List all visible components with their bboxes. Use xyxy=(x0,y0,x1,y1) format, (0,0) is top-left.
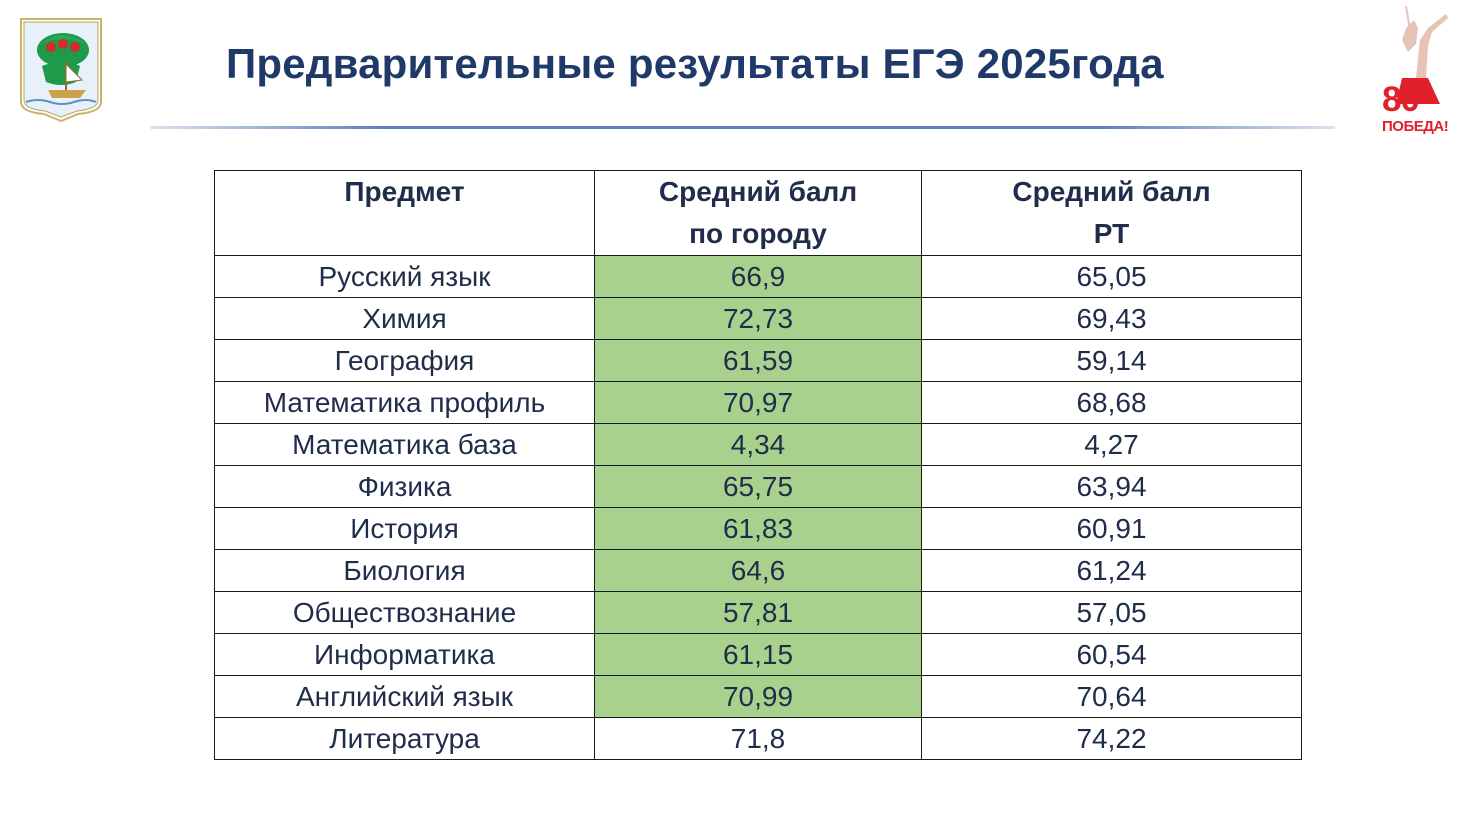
rt-average-cell: 70,64 xyxy=(921,675,1302,718)
city-average-cell: 65,75 xyxy=(594,465,922,508)
subject-cell: Информатика xyxy=(214,633,595,676)
rt-average-cell: 69,43 xyxy=(921,297,1302,340)
rt-average-cell: 60,91 xyxy=(921,507,1302,550)
rt-average-cell: 57,05 xyxy=(921,591,1302,634)
subject-cell: Математика профиль xyxy=(214,381,595,424)
column-header-line: Средний балл xyxy=(1012,176,1211,207)
results-table-body: Русский язык 66,9 65,05 Химия 72,73 69,43 Геог… xyxy=(214,255,1302,760)
subject-cell: Химия xyxy=(214,297,595,340)
table-row: Математика база 4,34 4,27 xyxy=(214,423,1302,466)
title-divider xyxy=(150,126,1335,129)
subject-cell: Русский язык xyxy=(214,255,595,298)
column-header-line: Средний балл xyxy=(658,176,858,207)
city-average-cell: 61,59 xyxy=(594,339,922,382)
city-average-cell: 70,97 xyxy=(594,381,922,424)
city-coat-of-arms-icon xyxy=(20,18,102,122)
subject-cell: География xyxy=(214,339,595,382)
rt-average-cell: 63,94 xyxy=(921,465,1302,508)
badge-word: ПОБЕДА! xyxy=(1382,118,1449,135)
column-header-line: Предмет xyxy=(344,176,465,207)
city-average-cell: 70,99 xyxy=(594,675,922,718)
page-title: Предварительные результаты ЕГЭ 2025года xyxy=(226,40,1164,87)
subject-cell: Обществознание xyxy=(214,591,595,634)
table-row: История 61,83 60,91 xyxy=(214,507,1302,550)
city-average-cell: 64,6 xyxy=(594,549,922,592)
badge-number: 80 xyxy=(1382,80,1420,119)
subject-cell: Математика база xyxy=(214,423,595,466)
column-header-city-average: Средний балл по городу xyxy=(594,170,922,256)
table-row: География 61,59 59,14 xyxy=(214,339,1302,382)
table-row: Химия 72,73 69,43 xyxy=(214,297,1302,340)
victory-80-badge-icon xyxy=(1396,5,1448,104)
rt-average-cell: 65,05 xyxy=(921,255,1302,298)
subject-cell: Физика xyxy=(214,465,595,508)
column-header-subject: Предмет xyxy=(214,170,595,256)
subject-cell: Биология xyxy=(214,549,595,592)
table-row: Информатика 61,15 60,54 xyxy=(214,633,1302,676)
city-average-cell: 72,73 xyxy=(594,297,922,340)
city-average-cell: 57,81 xyxy=(594,591,922,634)
subject-cell: Английский язык xyxy=(214,675,595,718)
city-average-cell: 61,83 xyxy=(594,507,922,550)
city-average-cell: 71,8 xyxy=(594,717,922,760)
rt-average-cell: 61,24 xyxy=(921,549,1302,592)
city-average-cell: 61,15 xyxy=(594,633,922,676)
city-average-cell: 66,9 xyxy=(594,255,922,298)
rt-average-cell: 59,14 xyxy=(921,339,1302,382)
column-header-line: по городу xyxy=(689,218,827,249)
rt-average-cell: 4,27 xyxy=(921,423,1302,466)
city-average-cell: 4,34 xyxy=(594,423,922,466)
results-table: Предмет Средний балл по городу Средний б… xyxy=(214,170,1302,760)
table-row: Биология 64,6 61,24 xyxy=(214,549,1302,592)
table-row: Математика профиль 70,97 68,68 xyxy=(214,381,1302,424)
column-header-line: РТ xyxy=(1093,218,1130,249)
rt-average-cell: 74,22 xyxy=(921,717,1302,760)
table-row: Физика 65,75 63,94 xyxy=(214,465,1302,508)
rt-average-cell: 60,54 xyxy=(921,633,1302,676)
table-row: Русский язык 66,9 65,05 xyxy=(214,255,1302,298)
table-row: Обществознание 57,81 57,05 xyxy=(214,591,1302,634)
rt-average-cell: 68,68 xyxy=(921,381,1302,424)
table-header-row: Предмет Средний балл по городу Средний б… xyxy=(214,170,1302,256)
subject-cell: История xyxy=(214,507,595,550)
subject-cell: Литература xyxy=(214,717,595,760)
table-row: Английский язык 70,99 70,64 xyxy=(214,675,1302,718)
table-row: Литература 71,8 74,22 xyxy=(214,717,1302,760)
column-header-rt-average: Средний балл РТ xyxy=(921,170,1302,256)
